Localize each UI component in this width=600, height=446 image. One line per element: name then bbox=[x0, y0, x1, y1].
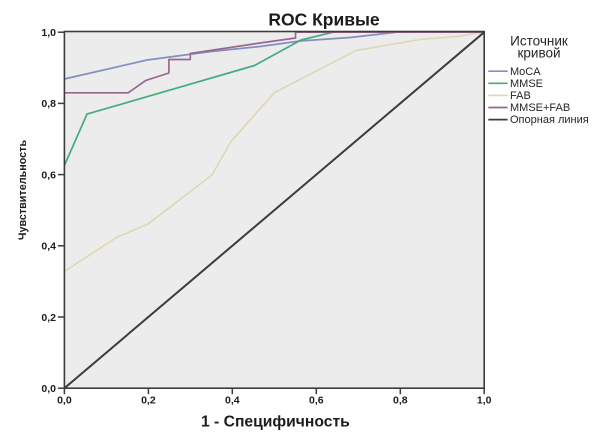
svg-text:FAB: FAB bbox=[510, 90, 531, 102]
svg-text:0,0: 0,0 bbox=[41, 383, 56, 395]
svg-text:0,8: 0,8 bbox=[41, 98, 56, 110]
svg-text:0,4: 0,4 bbox=[225, 395, 240, 407]
svg-text:MMSE: MMSE bbox=[510, 78, 543, 90]
svg-text:0,6: 0,6 bbox=[41, 169, 56, 181]
svg-text:0,6: 0,6 bbox=[309, 395, 324, 407]
svg-text:Чувствительность: Чувствительность bbox=[17, 140, 29, 241]
svg-text:кривой: кривой bbox=[517, 46, 560, 61]
svg-text:0,2: 0,2 bbox=[141, 395, 156, 407]
svg-text:MoCA: MoCA bbox=[510, 66, 541, 78]
svg-text:1 - Специфичность: 1 - Специфичность bbox=[201, 414, 350, 431]
svg-text:1,0: 1,0 bbox=[41, 27, 56, 39]
svg-text:0,2: 0,2 bbox=[41, 312, 56, 324]
svg-text:MMSE+FAB: MMSE+FAB bbox=[510, 102, 570, 114]
svg-text:0,4: 0,4 bbox=[41, 241, 56, 253]
svg-text:Источник: Источник bbox=[510, 34, 568, 49]
svg-text:0,8: 0,8 bbox=[393, 395, 408, 407]
svg-text:0,0: 0,0 bbox=[57, 395, 72, 407]
svg-text:1,0: 1,0 bbox=[477, 395, 492, 407]
svg-text:ROC Кривые: ROC Кривые bbox=[268, 10, 380, 30]
svg-text:Опорная линия: Опорная линия bbox=[510, 114, 589, 126]
